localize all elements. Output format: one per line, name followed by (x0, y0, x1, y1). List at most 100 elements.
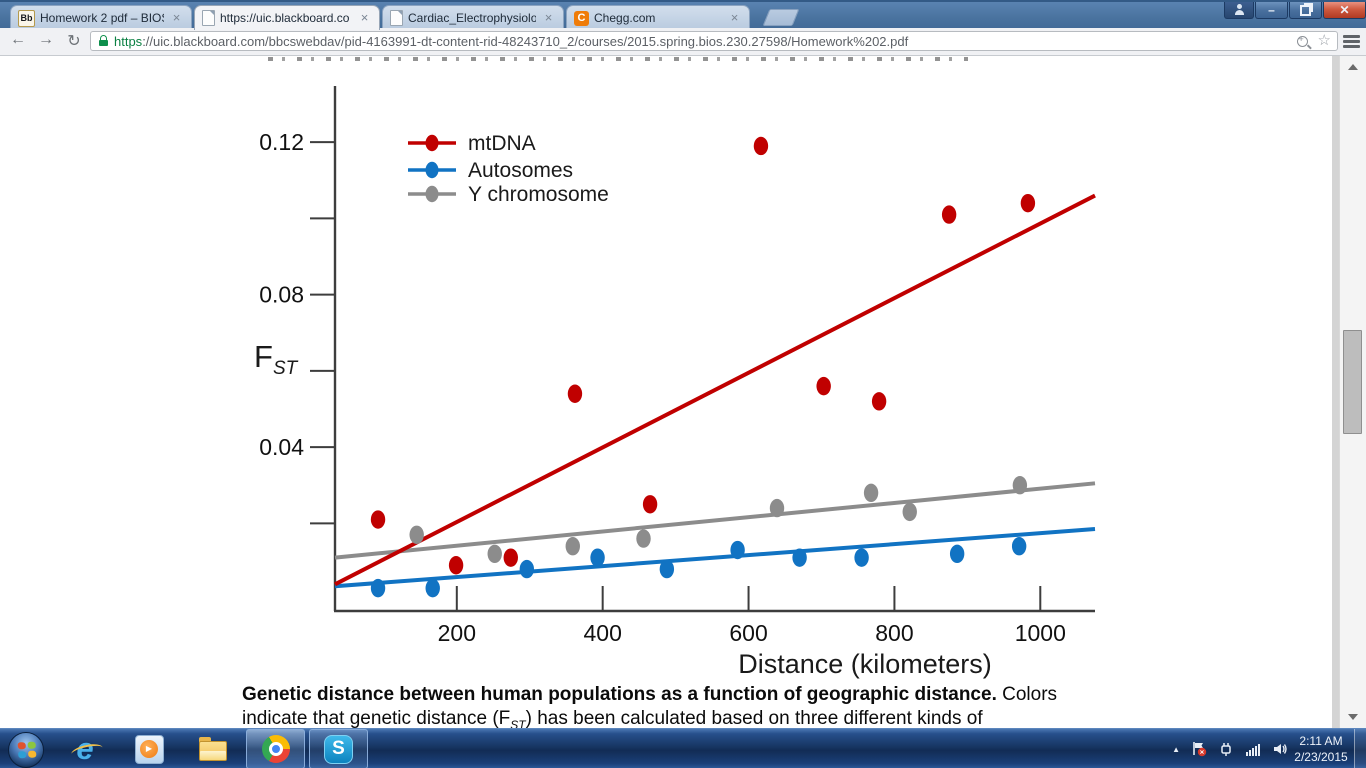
internet-explorer-icon: e (76, 731, 94, 766)
power-plug-icon[interactable] (1218, 741, 1234, 757)
data-point-autosomes (730, 540, 745, 560)
back-button[interactable]: ← (10, 31, 26, 48)
x-tick-label: 200 (438, 620, 476, 646)
y-tick-label: 0.08 (259, 282, 304, 308)
windows-logo-icon (17, 741, 36, 759)
url-text[interactable]: https://uic.blackboard.com/bbcswebdav/pi… (114, 34, 1297, 49)
trend-line-y-chromosome (334, 481, 1096, 560)
taskbar-clock[interactable]: 2:11 AM 2/23/2015 (1290, 733, 1352, 765)
address-bar[interactable]: https://uic.blackboard.com/bbcswebdav/pi… (90, 31, 1338, 51)
data-point-y-chromosome (487, 544, 502, 564)
data-point-mtdna (642, 495, 658, 514)
tab-close-icon[interactable]: × (730, 9, 739, 25)
minimize-icon: – (1268, 3, 1275, 17)
blackboard-favicon-icon: Bb (18, 9, 35, 27)
taskbar-media-player[interactable]: ▶ (126, 729, 172, 768)
network-signal-icon[interactable] (1245, 741, 1261, 757)
tab-title: Chegg.com (594, 11, 656, 25)
legend-label: Y chromosome (468, 183, 609, 206)
document-favicon-icon (202, 10, 215, 26)
page-edge (1332, 56, 1340, 728)
data-point-mtdna (941, 205, 957, 224)
close-button[interactable]: ✕ (1323, 2, 1366, 19)
y-tick-label: 0.04 (259, 434, 304, 460)
chrome-menu-button[interactable] (1343, 35, 1360, 48)
show-desktop-button[interactable] (1354, 729, 1366, 768)
data-point-autosomes (659, 559, 675, 579)
new-tab-button[interactable] (762, 9, 800, 26)
svg-text:×: × (1200, 748, 1205, 757)
restore-button[interactable] (1289, 2, 1322, 19)
x-tick-label: 1000 (1015, 620, 1066, 646)
data-point-mtdna (567, 384, 583, 403)
data-point-autosomes (1011, 537, 1027, 556)
vertical-scrollbar[interactable] (1339, 56, 1366, 728)
pdf-viewer: 0.04 0.08 0.12 200 400 600 800 1000 Distance (ki… (0, 56, 1366, 728)
data-point-y-chromosome (565, 537, 580, 556)
https-lock-icon (99, 35, 108, 46)
volume-icon[interactable] (1272, 741, 1288, 757)
taskbar-internet-explorer[interactable]: e (62, 729, 108, 768)
scroll-up-arrow-icon[interactable] (1348, 64, 1358, 70)
x-axis-title: Distance (kilometers) (738, 649, 992, 679)
taskbar-skype[interactable]: S (309, 729, 368, 768)
clock-time: 2:11 AM (1299, 734, 1343, 748)
data-point-y-chromosome (1012, 476, 1028, 495)
system-tray: ▲ × (1172, 729, 1288, 768)
tab-close-icon[interactable]: × (360, 9, 369, 25)
scroll-down-arrow-icon[interactable] (1348, 714, 1358, 720)
data-point-mtdna (448, 556, 464, 575)
data-point-autosomes (854, 548, 869, 567)
legend-label: Autosomes (468, 159, 573, 182)
start-button[interactable] (8, 732, 44, 768)
tab-title: Cardiac_Electrophysiology (408, 11, 536, 25)
tab-homework-pdf[interactable]: Bb Homework 2 pdf – BIOS 2 × (10, 5, 192, 30)
restore-icon (1300, 2, 1313, 16)
clipped-text-line (268, 57, 968, 61)
tab-title: Homework 2 pdf – BIOS 2 (40, 11, 164, 25)
document-favicon-icon (390, 10, 403, 26)
tab-chegg[interactable]: C Chegg.com × (566, 5, 750, 30)
legend-marker (425, 134, 439, 152)
caption-bold: Genetic distance between human populatio… (242, 684, 997, 705)
forward-button[interactable]: → (38, 31, 54, 48)
taskbar-chrome-active[interactable] (246, 729, 305, 768)
bookmark-star-icon[interactable]: ☆ (1317, 32, 1331, 49)
data-point-autosomes (425, 578, 440, 598)
x-tick-label: 600 (729, 620, 767, 646)
clock-date: 2/23/2015 (1294, 750, 1348, 764)
show-hidden-icons-button[interactable]: ▲ (1172, 744, 1180, 754)
tab-cardiac-electrophysiology[interactable]: Cardiac_Electrophysiology × (382, 5, 564, 30)
data-point-autosomes (590, 548, 605, 567)
tab-blackboard-pdf[interactable]: https://uic.blackboard.co × (194, 5, 380, 30)
tab-close-icon[interactable]: × (544, 9, 553, 25)
legend-marker (425, 161, 439, 179)
minimize-button[interactable]: – (1255, 2, 1288, 19)
tab-close-icon[interactable]: × (172, 9, 181, 25)
zoom-indicator-icon[interactable] (1296, 34, 1308, 47)
data-point-autosomes (949, 544, 965, 564)
url-path: ://uic.blackboard.com/bbcswebdav/pid-416… (142, 33, 909, 49)
data-point-mtdna (1020, 193, 1036, 213)
x-tick-label: 400 (583, 620, 621, 646)
chrome-icon (261, 735, 290, 763)
tab-strip: Bb Homework 2 pdf – BIOS 2 × https://uic… (0, 0, 1366, 30)
trend-line-mtdna (334, 193, 1096, 587)
figure-caption-line2: indicate that genetic distance (FST) has… (242, 708, 983, 728)
data-point-y-chromosome (769, 498, 785, 518)
taskbar-explorer[interactable] (190, 729, 236, 768)
profile-button[interactable] (1224, 2, 1254, 19)
reload-button[interactable]: ↻ (67, 33, 81, 50)
data-point-y-chromosome (902, 502, 917, 522)
data-point-mtdna (871, 392, 887, 411)
trend-line-autosomes (334, 527, 1096, 589)
action-center-flag-icon[interactable]: × (1191, 741, 1207, 757)
data-point-autosomes (792, 548, 807, 567)
data-point-mtdna (503, 548, 518, 567)
figure-caption: Genetic distance between human populatio… (242, 682, 1162, 708)
media-player-icon: ▶ (134, 734, 164, 764)
fst-distance-chart: 0.04 0.08 0.12 200 400 600 800 1000 Distance (ki… (254, 86, 1096, 679)
caption-regular: Colors (996, 684, 1058, 705)
folder-icon (199, 737, 227, 761)
scrollbar-thumb[interactable] (1343, 330, 1362, 434)
